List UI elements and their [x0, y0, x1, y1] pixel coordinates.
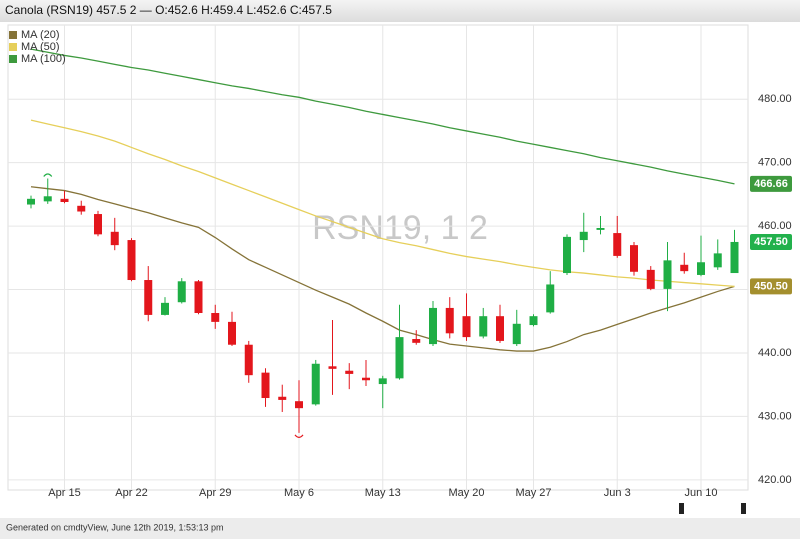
x-tick-label: May 6 — [284, 487, 314, 499]
price-label: 466.66 — [754, 178, 788, 190]
ma-line — [30, 186, 735, 352]
candle-body — [345, 370, 354, 374]
footer: Generated on cmdtyView, June 12th 2019, … — [6, 522, 223, 532]
candle-body — [328, 366, 337, 369]
candle-body — [177, 281, 186, 303]
candles — [27, 173, 739, 438]
candle-body — [194, 281, 203, 314]
candle-body — [445, 307, 454, 334]
price-label: 450.50 — [754, 280, 788, 292]
candle-body — [496, 316, 504, 341]
x-tick-label: Jun 3 — [604, 487, 631, 499]
legend-swatch — [9, 55, 17, 63]
candle-body — [512, 323, 521, 345]
x-tick-label: Jun 10 — [684, 487, 717, 499]
candle-body — [563, 236, 571, 274]
x-tick-label: May 13 — [365, 487, 401, 499]
legend-label: MA (50) — [21, 41, 60, 53]
candle-body — [713, 253, 722, 268]
legend-swatch — [9, 31, 17, 39]
candle-body — [429, 307, 437, 345]
ma-lines — [30, 48, 735, 352]
price-label-box — [750, 233, 792, 250]
x-tick-label: May 27 — [515, 487, 551, 499]
candle-body — [311, 363, 320, 405]
candle-body — [630, 245, 638, 272]
candle-body — [362, 377, 370, 381]
legend-label: MA (100) — [21, 53, 66, 65]
candle-body — [228, 321, 236, 345]
candle-body — [261, 372, 270, 399]
x-tick-label: May 20 — [448, 487, 484, 499]
candle-body — [680, 264, 689, 272]
high-marker — [43, 173, 53, 177]
candle-body — [144, 280, 153, 315]
y-tick-label: 470.00 — [758, 157, 792, 169]
candle-body — [730, 241, 739, 274]
price-label-box — [750, 278, 792, 295]
y-tick-label: 480.00 — [758, 93, 792, 105]
candle-body — [110, 231, 119, 246]
candle-body — [27, 198, 35, 205]
candle-body — [295, 401, 303, 409]
candle-body — [161, 302, 169, 315]
candle-body — [395, 337, 404, 379]
candle-body — [613, 233, 622, 256]
watermark: RSN19, 1 2 — [312, 209, 488, 247]
price-label-box — [750, 175, 792, 192]
candle-body — [211, 313, 220, 322]
candle-body — [378, 378, 387, 385]
labels: 420.00430.00440.00450.00460.00470.00480.… — [9, 29, 792, 499]
y-tick-label: 440.00 — [758, 347, 792, 359]
header-bar — [0, 0, 800, 22]
x-tick-label: Apr 15 — [48, 487, 80, 499]
chart-title: Canola (RSN19) 457.5 2 — O:452.6 H:459.4… — [5, 3, 332, 17]
x-tick-label: Apr 29 — [199, 487, 231, 499]
candle-body — [479, 316, 488, 337]
legend-label: MA (20) — [21, 29, 60, 41]
footer-bar — [0, 518, 800, 539]
candle-body — [529, 316, 538, 326]
candle-body — [60, 198, 69, 202]
price-label: 457.50 — [754, 236, 788, 248]
low-marker — [294, 434, 304, 438]
candle-body — [663, 260, 672, 289]
candle-body — [77, 205, 86, 212]
scroll-handle[interactable] — [679, 503, 684, 514]
candle-body — [244, 344, 253, 376]
candle-body — [579, 231, 588, 241]
candle-body — [412, 339, 421, 343]
candle-body — [596, 228, 605, 230]
candle-body — [646, 269, 655, 289]
x-tick-label: Apr 22 — [115, 487, 147, 499]
candle-body — [697, 262, 705, 275]
candle-body — [94, 214, 102, 235]
candle-body — [462, 316, 471, 338]
scroll-handle[interactable] — [741, 503, 746, 514]
plot-frame — [7, 24, 749, 491]
y-tick-label: 460.00 — [758, 220, 792, 232]
y-tick-label: 430.00 — [758, 410, 792, 422]
candle-body — [43, 196, 52, 202]
y-tick-label: 420.00 — [758, 474, 792, 486]
ma-line — [30, 48, 735, 185]
ma-line — [30, 119, 735, 288]
candle-body — [546, 284, 555, 313]
candle-body — [278, 396, 287, 400]
candle-body — [127, 240, 136, 281]
legend-swatch — [9, 43, 17, 51]
